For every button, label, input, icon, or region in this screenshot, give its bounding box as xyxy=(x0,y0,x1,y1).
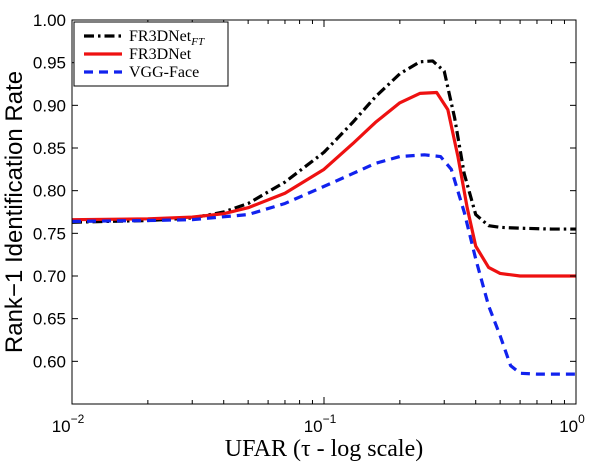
x-tick-exponent: −1 xyxy=(323,412,337,426)
y-tick-label: 0.60 xyxy=(33,352,66,371)
legend-series-subscript: FT xyxy=(190,36,205,48)
series-layer xyxy=(71,59,576,376)
y-tick-label: 0.70 xyxy=(33,267,66,286)
y-tick-label: 0.80 xyxy=(33,182,66,201)
series-fr3dnet-line xyxy=(71,90,576,278)
x-tick-exponent: −2 xyxy=(71,412,85,426)
y-tick-label: 1.00 xyxy=(33,11,66,30)
series-fr3dnet-ft-line xyxy=(71,59,576,231)
y-tick-label: 0.65 xyxy=(33,310,66,329)
x-tick-base: 10 xyxy=(559,417,578,436)
x-tick-base: 10 xyxy=(304,417,323,436)
x-tick-base: 10 xyxy=(52,417,71,436)
series-vgg-face-line xyxy=(71,153,576,376)
x-tick-label: 10−1 xyxy=(304,412,337,436)
legend-label: FR3DNet xyxy=(129,46,192,63)
y-tick-label: 0.95 xyxy=(33,54,66,73)
legend-label: FR3DNetFT xyxy=(129,28,205,48)
y-tick-label: 0.85 xyxy=(33,139,66,158)
x-tick-exponent: 0 xyxy=(578,412,585,426)
x-tick-label: 10−2 xyxy=(52,412,85,436)
x-axis-title: UFAR (τ - log scale) xyxy=(225,436,424,462)
legend-label: VGG-Face xyxy=(129,64,199,81)
legend-series-name: FR3DNet xyxy=(129,28,192,45)
y-tick-label: 0.75 xyxy=(33,224,66,243)
y-tick-label: 0.90 xyxy=(33,96,66,115)
legend-series-name: FR3DNet xyxy=(129,46,192,63)
ticks-layer: 0.600.650.700.750.800.850.900.951.0010−2… xyxy=(33,11,585,436)
legend-series-name: VGG-Face xyxy=(129,64,199,81)
x-tick-label: 100 xyxy=(559,412,585,436)
y-axis-title: Rank−1 Identification Rate xyxy=(1,71,28,353)
